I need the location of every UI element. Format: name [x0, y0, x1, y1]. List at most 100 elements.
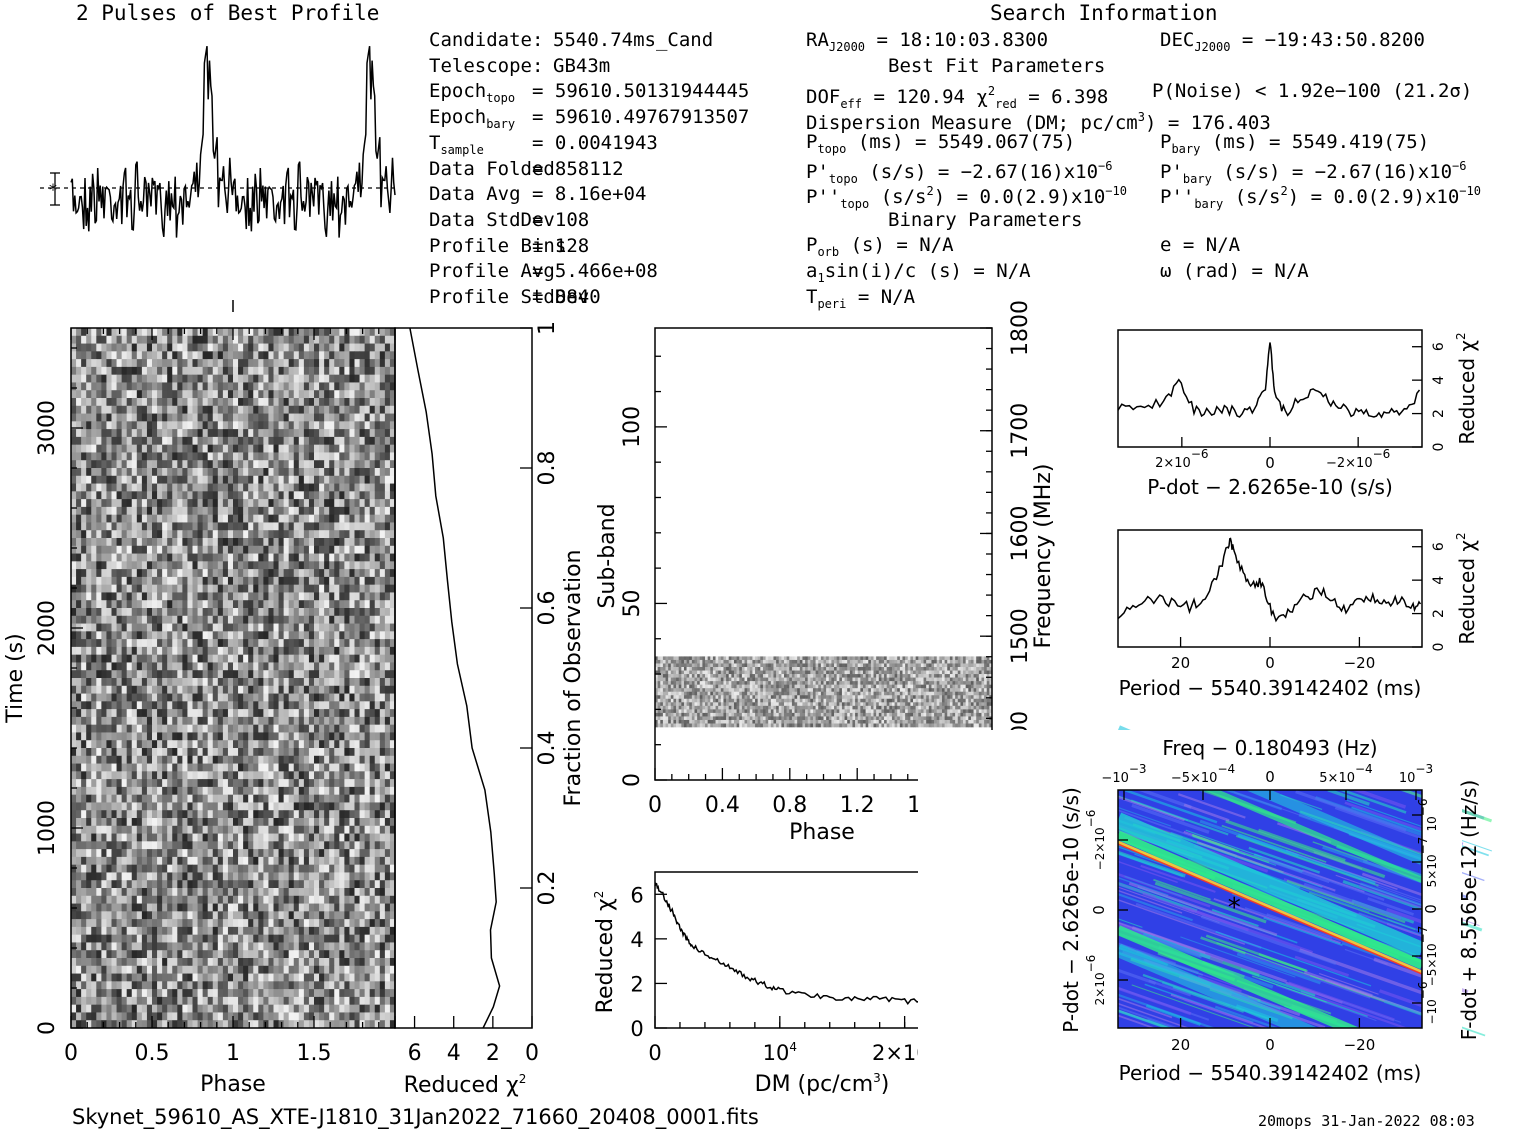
info-row: Tsample = 0.0041943	[429, 132, 658, 161]
heatmap-cell	[222, 895, 229, 904]
heatmap-cell	[152, 530, 158, 539]
heatmap-cell	[324, 646, 330, 656]
heatmap-cell	[329, 421, 335, 430]
heatmap-cell	[121, 841, 128, 850]
heatmap-cell	[91, 359, 97, 368]
heatmap-cell	[111, 421, 117, 430]
heatmap-cell	[96, 421, 102, 430]
heatmap-cell	[379, 483, 386, 492]
heatmap-cell	[349, 538, 355, 547]
heatmap-cell	[222, 763, 229, 772]
heatmap-cell	[86, 919, 92, 928]
heatmap-cell	[212, 864, 219, 873]
heatmap-cell	[384, 436, 391, 446]
heatmap-cell	[334, 374, 340, 383]
heatmap-cell	[111, 506, 117, 516]
heatmap-cell	[288, 709, 295, 718]
heatmap-cell	[141, 553, 148, 562]
heatmap-cell	[111, 685, 117, 694]
heatmap-cell	[106, 436, 112, 446]
heatmap-cell	[152, 872, 158, 881]
heatmap-cell	[177, 763, 183, 772]
heatmap-cell	[121, 530, 128, 539]
heatmap-cell	[162, 810, 168, 819]
heatmap-cell	[248, 335, 254, 344]
heatmap-cell	[253, 856, 259, 866]
heatmap-cell	[344, 662, 350, 671]
heatmap-cell	[324, 545, 330, 554]
heatmap-cell	[217, 709, 224, 718]
heatmap-cell	[344, 584, 350, 593]
heatmap-cell	[288, 499, 295, 508]
heatmap-cell	[314, 530, 320, 539]
heatmap-cell	[248, 584, 254, 593]
heatmap-cell	[319, 374, 325, 383]
heatmap-cell	[283, 522, 290, 531]
heatmap-cell	[293, 701, 300, 710]
heatmap-cell	[212, 351, 219, 360]
heatmap-cell	[76, 631, 82, 640]
heatmap-cell	[76, 615, 82, 624]
heatmap-cell	[324, 771, 330, 780]
heatmap-cell	[96, 398, 102, 407]
heatmap-cell	[162, 748, 168, 757]
heatmap-cell	[303, 856, 310, 866]
heatmap-cell	[212, 903, 219, 912]
heatmap-cell	[298, 802, 305, 811]
heatmap-cell	[359, 631, 366, 640]
heatmap-cell	[314, 740, 320, 749]
heatmap-cell	[374, 802, 381, 811]
heatmap-cell	[258, 491, 264, 500]
heatmap-cell	[227, 856, 234, 866]
heatmap-cell	[303, 724, 310, 733]
heatmap-cell	[187, 538, 193, 547]
heatmap-cell	[212, 732, 219, 741]
heatmap-cell	[81, 903, 87, 912]
heatmap-cell	[324, 794, 330, 803]
heatmap-cell	[359, 514, 366, 523]
heatmap-cell	[91, 561, 97, 570]
heatmap-cell	[172, 452, 178, 461]
heatmap-cell	[364, 779, 371, 788]
heatmap-cell	[248, 748, 254, 757]
heatmap-cell	[162, 576, 168, 586]
heatmap-cell	[162, 794, 168, 803]
pdtopo-label: P'	[806, 161, 829, 183]
heatmap-cell	[152, 359, 158, 368]
ptopo-line: Ptopo (ms) = 5549.067(75)	[806, 131, 1075, 160]
heatmap-cell	[131, 833, 138, 842]
heatmap-cell	[349, 639, 355, 648]
heatmap-cell	[217, 724, 224, 733]
heatmap-cell	[101, 444, 107, 453]
heatmap-cell	[258, 522, 264, 531]
heatmap-cell	[298, 716, 305, 726]
heatmap-cell	[359, 654, 366, 663]
heatmap-cell	[243, 351, 249, 360]
heatmap-cell	[131, 709, 138, 718]
heatmap-cell	[126, 569, 133, 578]
heatmap-cell	[319, 864, 325, 873]
heatmap-cell	[339, 615, 345, 624]
heatmap-cell	[86, 444, 92, 453]
heatmap-cell	[131, 693, 138, 702]
omega-line: ω (rad) = N/A	[1160, 260, 1309, 282]
heatmap-cell	[339, 748, 345, 757]
heatmap-cell	[227, 506, 234, 516]
heatmap-cell	[314, 903, 320, 912]
heatmap-cell	[369, 452, 376, 461]
heatmap-cell	[197, 693, 204, 702]
heatmap-cell	[91, 646, 97, 656]
heatmap-cell	[253, 654, 259, 663]
heatmap-cell	[278, 810, 285, 819]
heatmap-cell	[212, 499, 219, 508]
heatmap-cell	[298, 623, 305, 632]
info-value: = 8840	[532, 286, 601, 308]
heatmap-cell	[222, 833, 229, 842]
heatmap-cell	[283, 413, 290, 422]
heatmap-cell	[369, 483, 376, 492]
heatmap-cell	[263, 825, 269, 834]
heatmap-cell	[319, 475, 325, 484]
heatmap-cell	[207, 483, 214, 492]
heatmap-cell	[126, 522, 133, 531]
pdtopo-line: P'topo (s/s) = −2.67(16)x10−6	[806, 155, 1112, 190]
